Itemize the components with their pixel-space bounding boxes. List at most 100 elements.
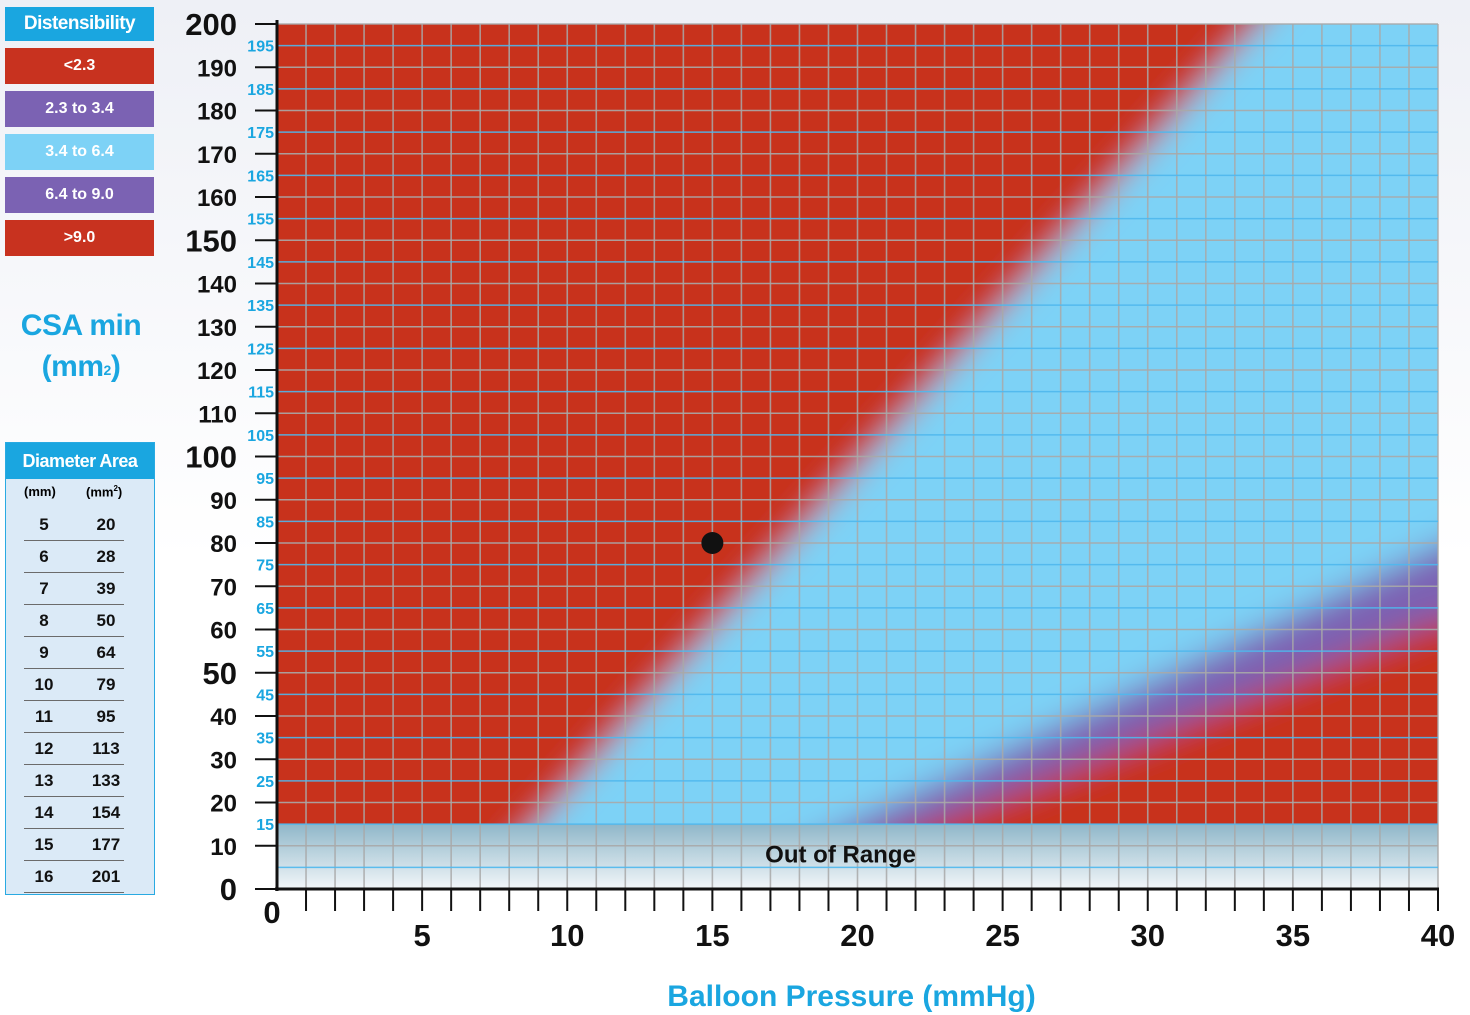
diameter-cell: 10 bbox=[34, 675, 54, 694]
table-row: 13 133 bbox=[6, 765, 154, 797]
table-row: 11 95 bbox=[6, 701, 154, 733]
area-cell: 79 bbox=[96, 675, 116, 694]
out-of-range-label: Out of Range bbox=[765, 842, 916, 869]
y-minor-tick-label: 45 bbox=[256, 687, 274, 704]
y-tick-label: 160 bbox=[197, 185, 237, 212]
table-row: 8 50 bbox=[6, 605, 154, 637]
area-cell: 39 bbox=[96, 579, 116, 598]
area-cell: 64 bbox=[96, 643, 116, 662]
y-tick-label: 200 bbox=[185, 7, 237, 42]
legend-item-6-4-to-9-0: 6.4 to 9.0 bbox=[5, 177, 154, 213]
y-tick-label: 30 bbox=[210, 747, 237, 774]
y-tick-label: 60 bbox=[210, 618, 237, 645]
area-cell: 50 bbox=[96, 611, 116, 630]
table-row: 15 177 bbox=[6, 829, 154, 861]
x-tick-label: 5 bbox=[414, 918, 431, 953]
table-row: 16 201 bbox=[6, 861, 154, 893]
area-cell: 201 bbox=[91, 867, 121, 886]
table-row: 9 64 bbox=[6, 637, 154, 669]
table-body: 5 20 6 28 7 39 8 50 9 64 10 79 11 95 12 113 13 133 14 154 15… bbox=[6, 509, 154, 893]
distensibility-legend: Distensibility <2.3 2.3 to 3.4 3.4 to 6.… bbox=[5, 7, 154, 256]
grid bbox=[276, 23, 1439, 890]
area-cell: 28 bbox=[96, 547, 116, 566]
y-tick-label: 90 bbox=[210, 488, 237, 515]
y-axis-title-line2: (mm2) bbox=[41, 350, 121, 383]
x-tick-label: 35 bbox=[1276, 918, 1310, 953]
y-minor-tick-label: 65 bbox=[256, 601, 274, 618]
x-tick-label: 0 bbox=[263, 895, 280, 930]
area-unit: (mm2) bbox=[86, 484, 123, 500]
area-cell: 133 bbox=[91, 771, 121, 790]
y-minor-tick-label: 125 bbox=[247, 341, 274, 358]
area-cell: 20 bbox=[96, 515, 116, 534]
y-tick-label: 20 bbox=[210, 791, 237, 818]
diameter-cell: 5 bbox=[39, 515, 49, 534]
y-minor-tick-label: 165 bbox=[247, 168, 274, 185]
y-minor-tick-label: 25 bbox=[256, 774, 274, 791]
x-ticks: 0 5 10 15 20 25 30 35 40 bbox=[263, 889, 1455, 953]
table-row: 7 39 bbox=[6, 573, 154, 605]
diameter-area-table: Diameter Area (mm) (mm2) 5 20 6 28 7 39 8 50 9 64… bbox=[5, 442, 155, 895]
y-tick-label: 140 bbox=[197, 272, 237, 299]
y-tick-label: 150 bbox=[185, 223, 237, 258]
y-minor-tick-label: 85 bbox=[256, 514, 274, 531]
legend-item-3-4-to-6-4: 3.4 to 6.4 bbox=[5, 134, 154, 170]
diameter-cell: 6 bbox=[39, 547, 49, 566]
diameter-cell: 14 bbox=[34, 803, 54, 822]
x-axis-title: Balloon Pressure (mmHg) bbox=[667, 980, 1035, 1013]
legend-item-gt-9-0: >9.0 bbox=[5, 220, 154, 256]
y-axis-title-line1: CSA min bbox=[20, 309, 142, 342]
y-minor-tick-label: 75 bbox=[256, 558, 274, 575]
y-tick-label: 190 bbox=[197, 55, 237, 82]
data-point bbox=[701, 532, 724, 554]
y-tick-label: 180 bbox=[197, 99, 237, 126]
y-minor-tick-label: 35 bbox=[256, 731, 274, 748]
x-tick-label: 30 bbox=[1131, 918, 1165, 953]
x-tick-label: 20 bbox=[840, 918, 874, 953]
diameter-cell: 16 bbox=[34, 867, 54, 886]
y-axis-title: CSA min (mm2) bbox=[5, 305, 157, 387]
table-row: 12 113 bbox=[6, 733, 154, 765]
y-tick-label: 110 bbox=[198, 401, 237, 428]
y-minor-tick-label: 155 bbox=[247, 212, 274, 229]
table-row: 10 79 bbox=[6, 669, 154, 701]
x-tick-label: 40 bbox=[1421, 918, 1455, 953]
diameter-cell: 15 bbox=[34, 835, 54, 854]
y-tick-label: 170 bbox=[197, 142, 237, 169]
y-tick-label: 10 bbox=[210, 834, 237, 861]
diameter-cell: 13 bbox=[34, 771, 54, 790]
diameter-cell: 7 bbox=[39, 579, 49, 598]
y-minor-tick-label: 175 bbox=[247, 125, 274, 142]
area-cell: 177 bbox=[91, 835, 121, 854]
area-cell: 154 bbox=[91, 803, 121, 822]
band-cyan bbox=[539, 24, 1438, 825]
y-minor-tick-label: 15 bbox=[256, 817, 274, 834]
x-tick-label: 10 bbox=[550, 918, 584, 953]
y-tick-label: 0 bbox=[220, 872, 237, 907]
y-tick-label: 130 bbox=[197, 315, 237, 342]
y-minor-tick-label: 185 bbox=[247, 82, 274, 99]
diameter-unit: (mm) bbox=[24, 484, 56, 499]
y-minor-tick-label: 145 bbox=[247, 255, 274, 272]
y-minor-tick-label: 195 bbox=[247, 39, 274, 56]
table-row: 6 28 bbox=[6, 541, 154, 573]
y-minor-tick-label: 55 bbox=[256, 644, 274, 661]
y-minor-tick-label: 105 bbox=[247, 428, 274, 445]
y-minor-tick-label: 115 bbox=[248, 385, 274, 402]
x-tick-label: 25 bbox=[985, 918, 1019, 953]
legend-item-2-3-to-3-4: 2.3 to 3.4 bbox=[5, 91, 154, 127]
y-tick-label: 80 bbox=[210, 531, 237, 558]
y-minor-tick-label: 135 bbox=[247, 298, 274, 315]
table-row: 14 154 bbox=[6, 797, 154, 829]
table-header: Diameter Area bbox=[6, 443, 154, 479]
y-ticks: 0 10 20 30 40 50 60 70 80 90 100 110 120 130 140 150 160… bbox=[185, 7, 277, 907]
table-units-row: (mm) (mm2) bbox=[6, 479, 154, 509]
diameter-cell: 12 bbox=[34, 739, 54, 758]
area-cell: 113 bbox=[92, 739, 120, 758]
table-row: 5 20 bbox=[6, 509, 154, 541]
y-tick-label: 70 bbox=[210, 574, 237, 601]
y-minor-tick-label: 95 bbox=[256, 471, 274, 488]
legend-item-lt-2-3: <2.3 bbox=[5, 48, 154, 84]
y-tick-label: 100 bbox=[185, 440, 237, 475]
